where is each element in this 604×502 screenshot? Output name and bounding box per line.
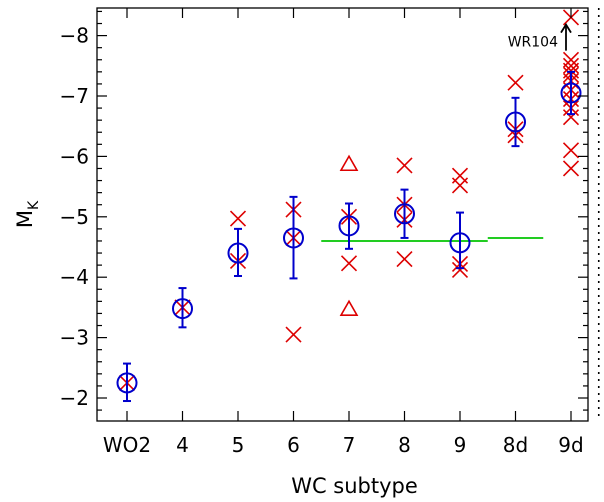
mean-circle: [449, 232, 471, 254]
cross-stroke: [451, 177, 469, 194]
cross-point: [451, 261, 469, 279]
x-tick-label: 7: [343, 433, 356, 457]
mean-circle: [394, 203, 415, 225]
mean-circle: [227, 242, 249, 264]
annotation-label: WR104: [508, 35, 558, 51]
x-tick-label: 4: [176, 433, 189, 457]
axes: WO2 4 5 6 7 8 9 8d 9d −2 −3 −4 −5 −6 −7 −8 WC subtype MK: [13, 7, 589, 498]
plot-frame: [96, 7, 589, 422]
y-axis-label-main: M: [13, 210, 37, 228]
x-tick-label: 9: [454, 433, 467, 457]
y-tick-label: −4: [60, 265, 89, 289]
cross-stroke: [507, 74, 524, 91]
mean-point: [283, 195, 304, 280]
mean-point: [449, 211, 471, 270]
mean-point: [116, 362, 138, 403]
y-tick-label: −2: [60, 386, 89, 410]
annotation-arrow: [560, 22, 572, 51]
x-tick-label: 8d: [503, 433, 528, 457]
mean-circle: [560, 82, 582, 104]
mean-point: [394, 188, 415, 239]
cross-stroke: [562, 142, 580, 159]
x-axis-label: WC subtype: [291, 474, 418, 498]
cross-point: [396, 157, 413, 174]
x-tick-label: 6: [287, 433, 300, 457]
cross-stroke: [562, 160, 580, 177]
x-tick-label: 8: [398, 433, 411, 457]
triangle-point: [339, 299, 359, 317]
y-tick-label: −7: [60, 84, 89, 108]
cross-stroke: [396, 251, 413, 268]
cross-stroke: [396, 157, 413, 174]
mean-point: [172, 287, 193, 329]
cross-stroke: [340, 255, 358, 272]
cross-point: [285, 326, 302, 343]
x-tick-label: 5: [232, 433, 245, 457]
cross-point: [507, 74, 524, 91]
x-tick-label: 9d: [558, 433, 583, 457]
cross-point: [340, 255, 358, 272]
y-axis-label: MK: [13, 200, 42, 228]
mean-point: [338, 202, 360, 250]
mean-point: [505, 96, 526, 148]
y-axis-label-subscript: K: [26, 200, 42, 210]
cross-point: [562, 142, 580, 159]
arrow-head: [560, 22, 572, 34]
cross-stroke: [562, 109, 580, 126]
cross-point: [562, 109, 580, 126]
cross-point: [396, 251, 413, 268]
mean-point: [560, 70, 582, 116]
y-tick-label: −3: [60, 326, 89, 350]
x-tick-label: WO2: [103, 433, 151, 457]
cross-point: [562, 160, 580, 177]
mean-circle: [505, 111, 526, 133]
cross-stroke: [285, 326, 302, 343]
cross-stroke: [229, 210, 247, 227]
cross-point: [451, 177, 469, 194]
mean-point: [227, 227, 249, 277]
y-tick-label: −5: [60, 205, 89, 229]
cross-stroke: [451, 261, 469, 279]
mean-circle: [283, 227, 304, 249]
mean-circle: [116, 372, 138, 394]
triangle-point: [339, 154, 359, 172]
y-tick-label: −8: [60, 24, 89, 48]
mean-circle: [172, 298, 193, 320]
mean-circle: [338, 215, 360, 237]
cross-point: [229, 210, 247, 227]
y-tick-label: −6: [60, 144, 89, 168]
plot-area: WR104: [116, 8, 600, 421]
